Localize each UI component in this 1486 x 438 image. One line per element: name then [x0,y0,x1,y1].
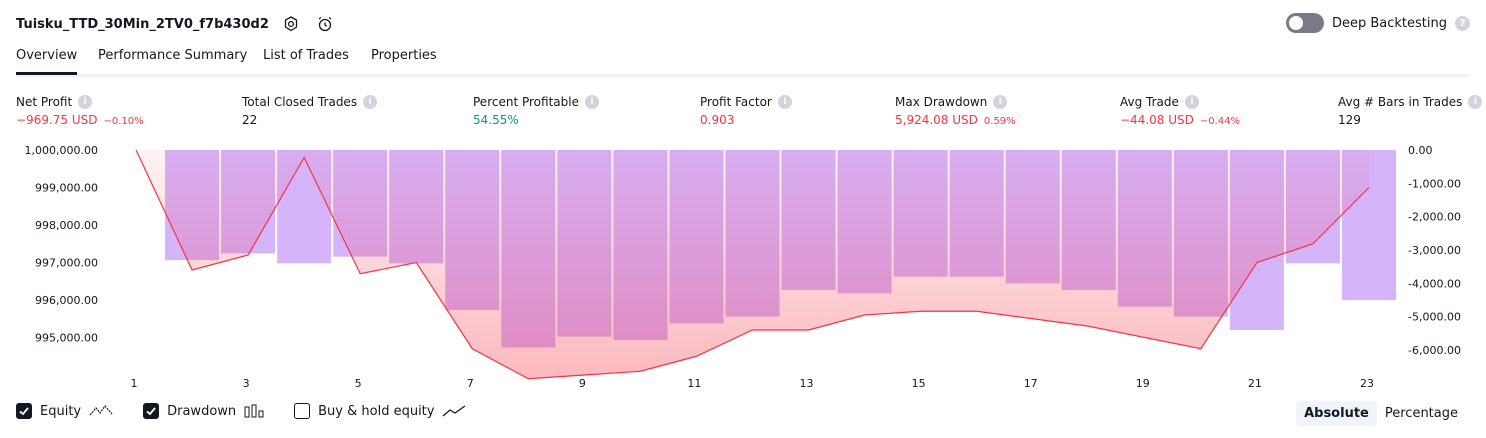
tab-properties[interactable]: Properties [371,48,437,63]
y-left-tick-label: 997,000.00 [35,257,98,270]
info-icon[interactable]: i [363,94,378,109]
metric-label: Avg # Bars in Trades [1338,94,1463,109]
y-right-tick-label: -6,000.00 [1408,344,1461,357]
deep-backtesting-toggle[interactable] [1285,13,1324,33]
legend-equity[interactable]: Equity [16,403,113,419]
info-icon[interactable]: i [777,94,792,109]
value-mode-toggle: Absolute Percentage [1296,401,1466,426]
legend-drawdown[interactable]: Drawdown [143,403,264,419]
tab-overview[interactable]: Overview [16,48,78,75]
metric-value: 54.55% [473,113,519,127]
x-tick-label: 5 [355,377,362,390]
y-right-tick-label: -5,000.00 [1408,311,1461,324]
metric-avg-trade: Avg Trade i −44.08 USD −0.44% [1120,94,1240,127]
x-tick-label: 17 [1024,377,1038,390]
y-left-tick-label: 995,000.00 [35,332,98,345]
x-tick-label: 1 [131,377,138,390]
buy-hold-checkbox[interactable] [294,403,311,419]
metric-value: 22 [242,113,258,127]
tab-list-of-trades[interactable]: List of Trades [263,48,349,63]
settings-gear-icon[interactable] [279,12,303,36]
legend-buy-hold[interactable]: Buy & hold equity [294,403,466,419]
help-question-icon[interactable]: ? [1455,15,1470,31]
drawdown-checkbox[interactable] [143,403,160,419]
metric-value: 0.903 [700,113,735,127]
metric-percent-profitable: Percent Profitable i 54.55% [473,94,599,127]
chart-legend: Equity Drawdown Buy & hold equity [16,403,496,419]
y-right-tick-label: -2,000.00 [1408,211,1461,224]
equity-label: Equity [40,403,82,419]
metric-total-closed-trades: Total Closed Trades i 22 [242,94,378,127]
x-tick-label: 11 [687,377,701,390]
metric-label: Total Closed Trades [242,94,358,109]
y-right-tick-label: -1,000.00 [1408,177,1461,190]
metric-net-profit: Net Profit i −969.75 USD −0.10% [16,94,144,127]
x-tick-label: 7 [467,377,474,390]
x-tick-label: 3 [243,377,250,390]
equity-checkbox[interactable] [16,403,32,419]
metric-label: Profit Factor [700,94,772,109]
alarm-clock-icon[interactable] [313,12,337,36]
y-right-tick-label: -4,000.00 [1408,277,1461,290]
metric-label: Avg Trade [1120,94,1179,109]
percentage-button[interactable]: Percentage [1384,406,1458,421]
x-tick-label: 23 [1360,377,1374,390]
metric-label: Max Drawdown [895,94,988,109]
metric-max-drawdown: Max Drawdown i 5,924.08 USD 0.59% [895,94,1016,127]
x-tick-label: 19 [1136,377,1150,390]
metric-value: −44.08 USD [1120,113,1194,127]
y-left-tick-label: 1,000,000.00 [25,144,98,157]
metric-label: Percent Profitable [473,94,579,109]
deep-backtesting-control: Deep Backtesting ? [1285,13,1470,33]
metric-percent: −0.10% [103,116,144,127]
info-icon[interactable]: i [584,94,599,109]
info-icon[interactable]: i [1468,94,1483,109]
info-icon[interactable]: i [78,94,93,109]
info-icon[interactable]: i [1184,94,1199,109]
deep-backtesting-label: Deep Backtesting [1331,15,1447,31]
toggle-knob [1288,16,1303,30]
equity-drawdown-chart: 1,000,000.00 999,000.00 998,000.00 997,000.… [25,144,1461,390]
strategy-name: Tuisku_TTD_30Min_2TV0_f7b430d2 [16,16,269,32]
metric-value: 5,924.08 USD [895,113,978,127]
strategy-header: Tuisku_TTD_30Min_2TV0_f7b430d2 [16,12,337,36]
info-icon[interactable]: i [993,94,1008,109]
absolute-button[interactable]: Absolute [1296,401,1377,426]
x-tick-label: 15 [912,377,926,390]
metric-avg-bars-in-trades: Avg # Bars in Trades i 129 [1338,94,1483,127]
metric-percent: 0.59% [983,116,1016,127]
x-tick-label: 13 [800,377,814,390]
y-left-tick-label: 996,000.00 [35,294,98,307]
y-left-tick-label: 998,000.00 [35,219,98,232]
equity-line-icon [89,405,113,416]
metric-profit-factor: Profit Factor i 0.903 [700,94,792,127]
drawdown-bars-icon [244,404,264,418]
x-tick-label: 21 [1248,377,1262,390]
metric-value: 129 [1338,113,1361,127]
buy-hold-label: Buy & hold equity [318,403,435,419]
buy-hold-line-icon [443,405,466,417]
y-right-tick-label: -3,000.00 [1408,244,1461,257]
drawdown-label: Drawdown [167,403,237,419]
metric-percent: −0.44% [1199,116,1241,127]
metric-label: Net Profit [16,94,73,109]
x-tick-label: 9 [579,377,586,390]
y-left-tick-label: 999,000.00 [35,182,98,195]
y-right-tick-label: 0.00 [1408,144,1433,157]
equity-area [136,150,1369,379]
tab-performance-summary[interactable]: Performance Summary [98,48,248,63]
tab-bar: Overview Performance Summary List of Tra… [16,44,1470,77]
metric-value: −969.75 USD [16,113,98,127]
